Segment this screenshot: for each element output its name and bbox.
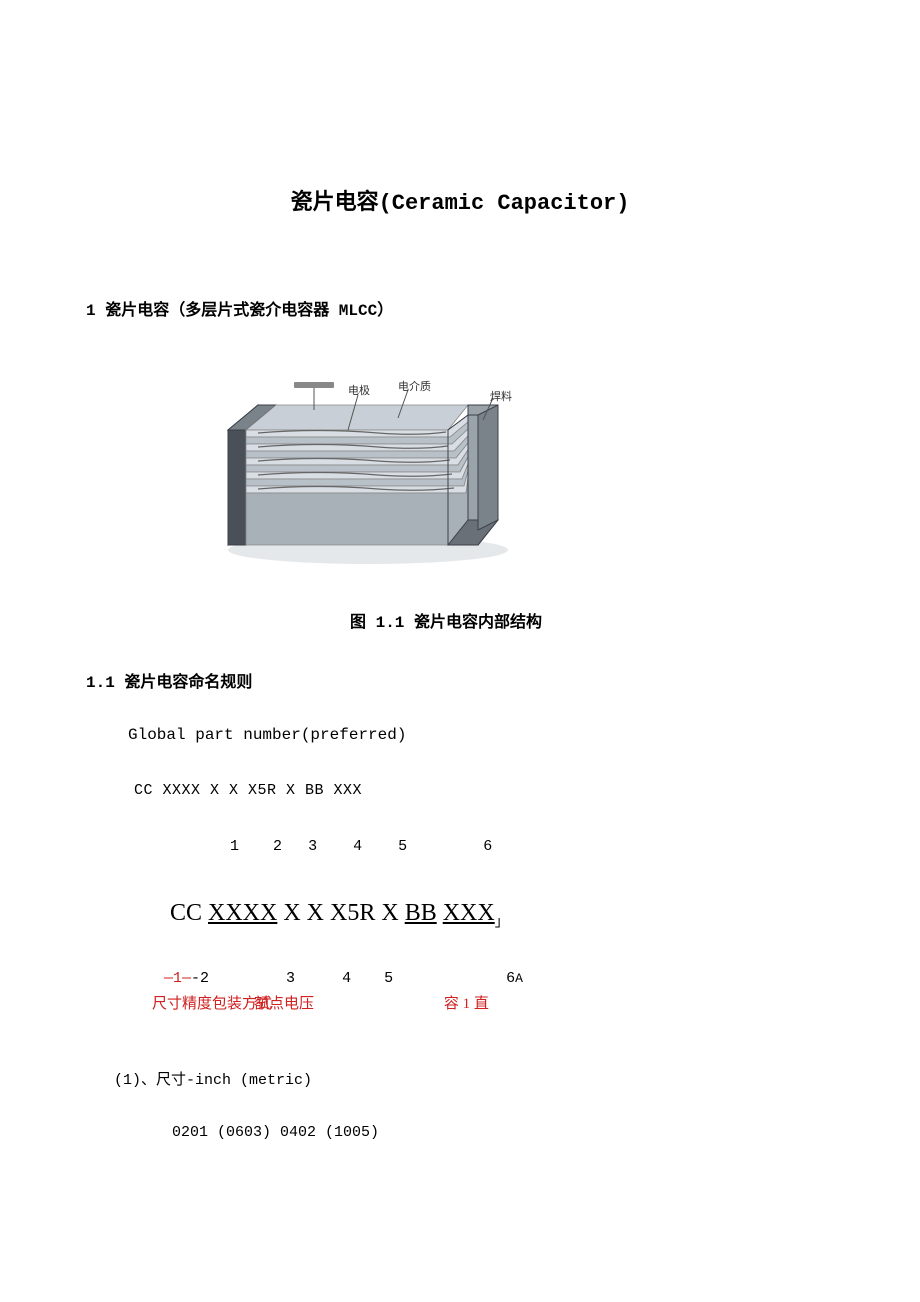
- ann-5: 5: [384, 970, 393, 987]
- annotation-row-2: 尺寸精度包装方式额点电压 容 1 直: [152, 992, 489, 1013]
- ann-l2: 精度: [182, 996, 212, 1012]
- mlcc-diagram: 电极 电介质 焊料: [198, 370, 538, 570]
- idx-6: 6: [483, 838, 492, 855]
- ann-3: 3: [286, 970, 295, 987]
- idx-2: 2: [273, 838, 282, 855]
- ann-4: 4: [342, 970, 351, 987]
- formula-p4: XXX: [443, 900, 495, 926]
- figure-caption-1: 图 1.1 瓷片电容内部结构: [350, 608, 542, 632]
- ann-1: —1—: [164, 970, 191, 987]
- ann-6: 6: [506, 970, 515, 987]
- index-row: 1 2 3 4 5 6: [230, 838, 492, 855]
- ann-2: -2: [191, 970, 209, 987]
- formula-prefix: CC: [170, 900, 208, 926]
- part-code-string: CC XXXX X X X5R X BB XXX: [134, 782, 362, 799]
- ann-A: A: [515, 971, 523, 986]
- part-formula: CC XXXX X X X5R X BB XXX」: [170, 900, 509, 931]
- annotation-row-1: —1—-2 3 4 5 6A: [164, 970, 523, 987]
- ann-l4: 额点电压: [254, 996, 314, 1012]
- diagram-label-dielectric: 电介质: [398, 378, 431, 394]
- section-1-heading: 1 瓷片电容（多层片式瓷介电容器 MLCC）: [86, 296, 393, 320]
- section-1-1-heading: 1.1 瓷片电容命名规则: [86, 668, 252, 692]
- formula-p1: XXXX: [208, 900, 277, 926]
- ann-l6a: 容: [444, 996, 459, 1012]
- diagram-label-solder: 焊料: [490, 388, 512, 404]
- mlcc-svg: [198, 370, 538, 570]
- ann-l6b: 1: [463, 996, 471, 1012]
- idx-4: 4: [353, 838, 362, 855]
- idx-3: 3: [308, 838, 317, 855]
- size-heading: (1)、尺寸-inch (metric): [114, 1068, 312, 1089]
- formula-p2: X X X5R X: [277, 900, 404, 926]
- ann-l1: 尺寸: [152, 996, 182, 1012]
- formula-p3: BB: [405, 900, 437, 926]
- ann-l6c: 直: [474, 996, 489, 1012]
- page-title: 瓷片电容(Ceramic Capacitor): [0, 184, 920, 216]
- idx-5: 5: [398, 838, 407, 855]
- global-part-label: Global part number(preferred): [128, 726, 406, 744]
- size-values: 0201 (0603) 0402 (1005): [172, 1124, 379, 1141]
- formula-corner: 」: [495, 915, 509, 930]
- diagram-label-electrode: 电极: [348, 382, 370, 398]
